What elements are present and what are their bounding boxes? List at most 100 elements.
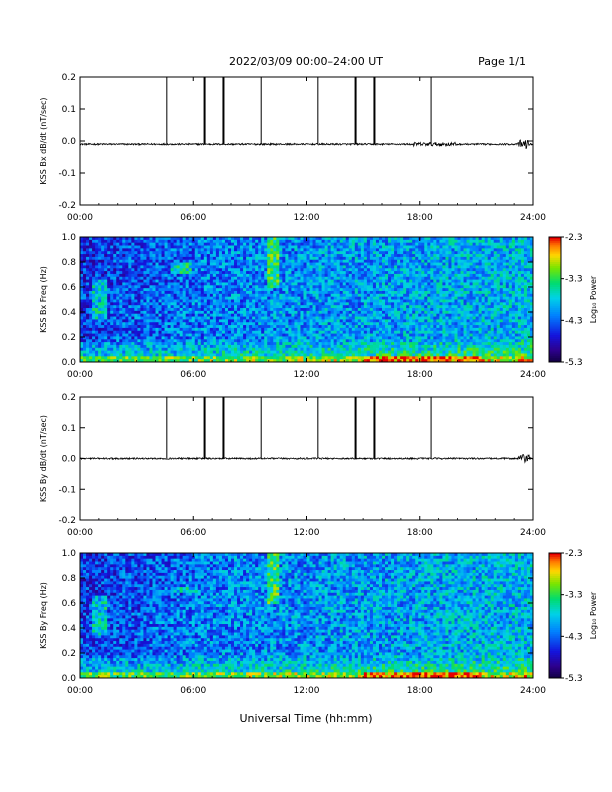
spectrogram-cell	[218, 251, 223, 255]
spectrogram-cell	[200, 239, 205, 244]
spectrogram-cell	[406, 359, 410, 363]
spectrogram-cell	[369, 290, 374, 295]
spectrogram-cell	[291, 302, 295, 306]
spectrogram-cell	[188, 282, 193, 286]
spectrogram-cell	[188, 237, 193, 241]
spectrogram-cell	[221, 347, 226, 352]
spectrogram-cell	[321, 347, 326, 352]
spectrogram-cell	[397, 288, 401, 292]
spectrogram-cell	[276, 305, 280, 309]
spectrogram-cell	[161, 299, 165, 303]
spectrogram-cell	[110, 308, 114, 312]
spectrogram-cell	[152, 353, 156, 357]
spectrogram-cell	[282, 356, 286, 360]
spectrogram-cell	[221, 339, 226, 343]
spectrogram-cell	[267, 327, 271, 332]
spectrogram-cell	[227, 276, 232, 281]
spectrogram-cell	[161, 325, 165, 329]
spectrogram-cell	[158, 319, 162, 323]
spectrogram-cell	[291, 347, 295, 352]
spectrogram-cell	[92, 342, 96, 346]
spectrogram-cell	[203, 276, 208, 281]
spectrogram-cell	[249, 245, 253, 249]
spectrogram-cell	[252, 305, 256, 309]
spectrogram-cell	[270, 251, 274, 255]
spectrogram-cell	[315, 347, 319, 352]
spectrogram-cell	[221, 273, 226, 278]
spectrogram-cell	[394, 350, 398, 354]
spectrogram-cell	[149, 245, 153, 249]
spectrogram-cell	[273, 268, 277, 272]
spectrogram-cell	[375, 325, 380, 329]
spectrogram-cell	[227, 273, 232, 278]
spectrogram-cell	[348, 299, 353, 303]
spectrogram-cell	[279, 344, 283, 349]
spectrogram-cell	[261, 339, 265, 343]
spectrogram-cell	[155, 285, 159, 289]
spectrogram-cell	[279, 259, 283, 263]
spectrogram-cell	[415, 282, 419, 286]
spectrogram-cell	[249, 251, 253, 255]
spectrogram-cell	[146, 245, 150, 249]
spectrogram-cell	[406, 330, 410, 334]
spectrogram-cell	[227, 262, 232, 266]
spectrogram-cell	[279, 308, 283, 312]
spectrogram-cell	[137, 327, 141, 332]
spectrogram-cell	[110, 262, 114, 266]
spectrogram-cell	[92, 248, 96, 252]
spectrogram-cell	[194, 319, 199, 323]
spectrogram-cell	[119, 319, 123, 323]
spectrogram-cell	[327, 256, 332, 261]
spectrogram-cell	[360, 344, 365, 349]
spectrogram-cell	[92, 251, 96, 255]
spectrogram-cell	[110, 327, 114, 332]
spectrogram-cell	[158, 330, 162, 334]
spectrogram-cell	[203, 245, 208, 249]
spectrogram-cell	[209, 313, 214, 317]
spectrogram-cell	[282, 359, 286, 363]
spectrogram-cell	[131, 239, 135, 244]
spectrogram-cell	[270, 276, 274, 281]
spectrogram-cell	[345, 256, 350, 261]
spectrogram-cell	[83, 254, 87, 258]
spectrogram-cell	[309, 256, 313, 261]
spectrogram-cell	[282, 290, 286, 295]
spectrogram-cell	[354, 245, 359, 249]
spectrogram-cell	[134, 248, 138, 252]
spectrogram-cell	[315, 293, 319, 298]
spectrogram-cell	[415, 262, 419, 266]
spectrogram-cell	[185, 259, 190, 263]
spectrogram-cell	[342, 356, 347, 360]
spectrogram-cell	[336, 333, 341, 337]
spectrogram-cell	[306, 279, 310, 283]
spectrogram-cell	[227, 302, 232, 306]
spectrogram-cell	[369, 333, 374, 337]
spectrogram-cell	[382, 336, 386, 340]
spectrogram-cell	[197, 344, 202, 349]
spectrogram-cell	[140, 336, 144, 340]
spectrogram-cell	[167, 313, 171, 317]
spectrogram-cell	[146, 285, 150, 289]
spectrogram-cell	[164, 308, 168, 312]
spectrogram-cell	[167, 299, 171, 303]
spectrogram-cell	[249, 268, 253, 272]
spectrogram-cell	[98, 342, 102, 346]
spectrogram-cell	[312, 259, 316, 263]
spectrogram-cell	[152, 245, 156, 249]
spectrogram-cell	[234, 273, 238, 278]
spectrogram-cell	[107, 359, 111, 363]
spectrogram-cell	[234, 339, 238, 343]
spectrogram-cell	[164, 342, 168, 346]
spectrogram-cell	[264, 305, 268, 309]
spectrogram-cell	[342, 288, 347, 292]
spectrogram-cell	[321, 353, 326, 357]
spectrogram-cell	[179, 336, 184, 340]
spectrogram-cell	[182, 268, 187, 272]
spectrogram-cell	[116, 268, 120, 272]
spectrogram-cell	[215, 322, 220, 326]
spectrogram-cell	[372, 359, 377, 363]
spectrogram-cell	[333, 248, 338, 252]
spectrogram-cell	[152, 265, 156, 269]
spectrogram-cell	[240, 319, 244, 323]
spectrogram-cell	[285, 347, 289, 352]
